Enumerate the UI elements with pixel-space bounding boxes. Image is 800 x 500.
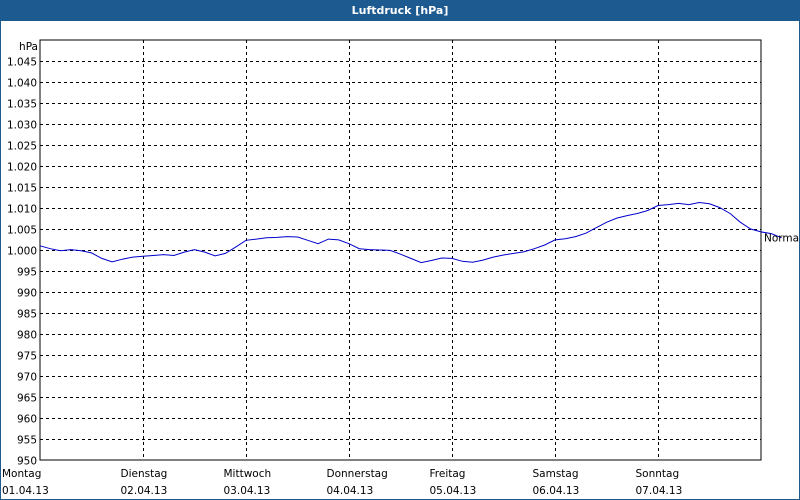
x-tick-day: Freitag	[430, 468, 466, 480]
y-tick-label: 980	[17, 330, 37, 342]
x-tick-day: Mittwoch	[224, 468, 272, 480]
x-tick-day: Sonntag	[636, 468, 680, 480]
y-tick-label: 995	[17, 267, 37, 279]
x-axis-ticks: Montag 01.04.13 Dienstag 02.04.13 Mittwoch 03…	[2, 468, 682, 497]
annotation-label: Normal	[764, 232, 800, 244]
x-tick-date: 07.04.13	[636, 485, 683, 497]
pressure-series-line	[39, 201, 782, 264]
x-tick-day: Donnerstag	[327, 468, 388, 480]
y-tick-label: 965	[17, 393, 37, 405]
window-title: Luftdruck [hPa]	[1, 1, 799, 21]
horizontal-gridlines	[40, 61, 761, 440]
y-tick-label: 1.010	[7, 204, 37, 216]
y-axis-label: hPa	[19, 41, 38, 53]
y-tick-label: 970	[17, 372, 37, 384]
y-tick-label: 1.020	[7, 162, 37, 174]
y-tick-label: 955	[17, 435, 37, 447]
x-tick-date: 01.04.13	[2, 485, 49, 497]
y-tick-label: 985	[17, 309, 37, 321]
y-tick-label: 1.000	[7, 246, 37, 258]
y-tick-label: 1.040	[7, 78, 37, 90]
x-tick-date: 02.04.13	[121, 485, 168, 497]
x-tick-date: 03.04.13	[224, 485, 271, 497]
vertical-gridlines	[143, 40, 659, 460]
annotations: Normal	[764, 232, 800, 244]
y-tick-label: 975	[17, 351, 37, 363]
y-tick-label: 1.045	[7, 57, 37, 69]
x-tick-day: Montag	[2, 468, 41, 480]
y-tick-label: 1.030	[7, 120, 37, 132]
y-axis-ticks: 950 955 960 965 970 975 980 985 990 995 1.000 1.005…	[7, 57, 37, 468]
x-tick-day: Dienstag	[121, 468, 168, 480]
x-tick-date: 06.04.13	[533, 485, 580, 497]
x-tick-date: 05.04.13	[430, 485, 477, 497]
y-tick-label: 960	[17, 414, 37, 426]
y-tick-label: 990	[17, 288, 37, 300]
x-tick-day: Samstag	[533, 468, 579, 480]
y-tick-label: 950	[17, 456, 37, 468]
y-tick-label: 1.005	[7, 225, 37, 237]
y-tick-label: 1.035	[7, 99, 37, 111]
y-tick-label: 1.025	[7, 141, 37, 153]
y-tick-label: 1.015	[7, 183, 37, 195]
x-tick-date: 04.04.13	[327, 485, 374, 497]
